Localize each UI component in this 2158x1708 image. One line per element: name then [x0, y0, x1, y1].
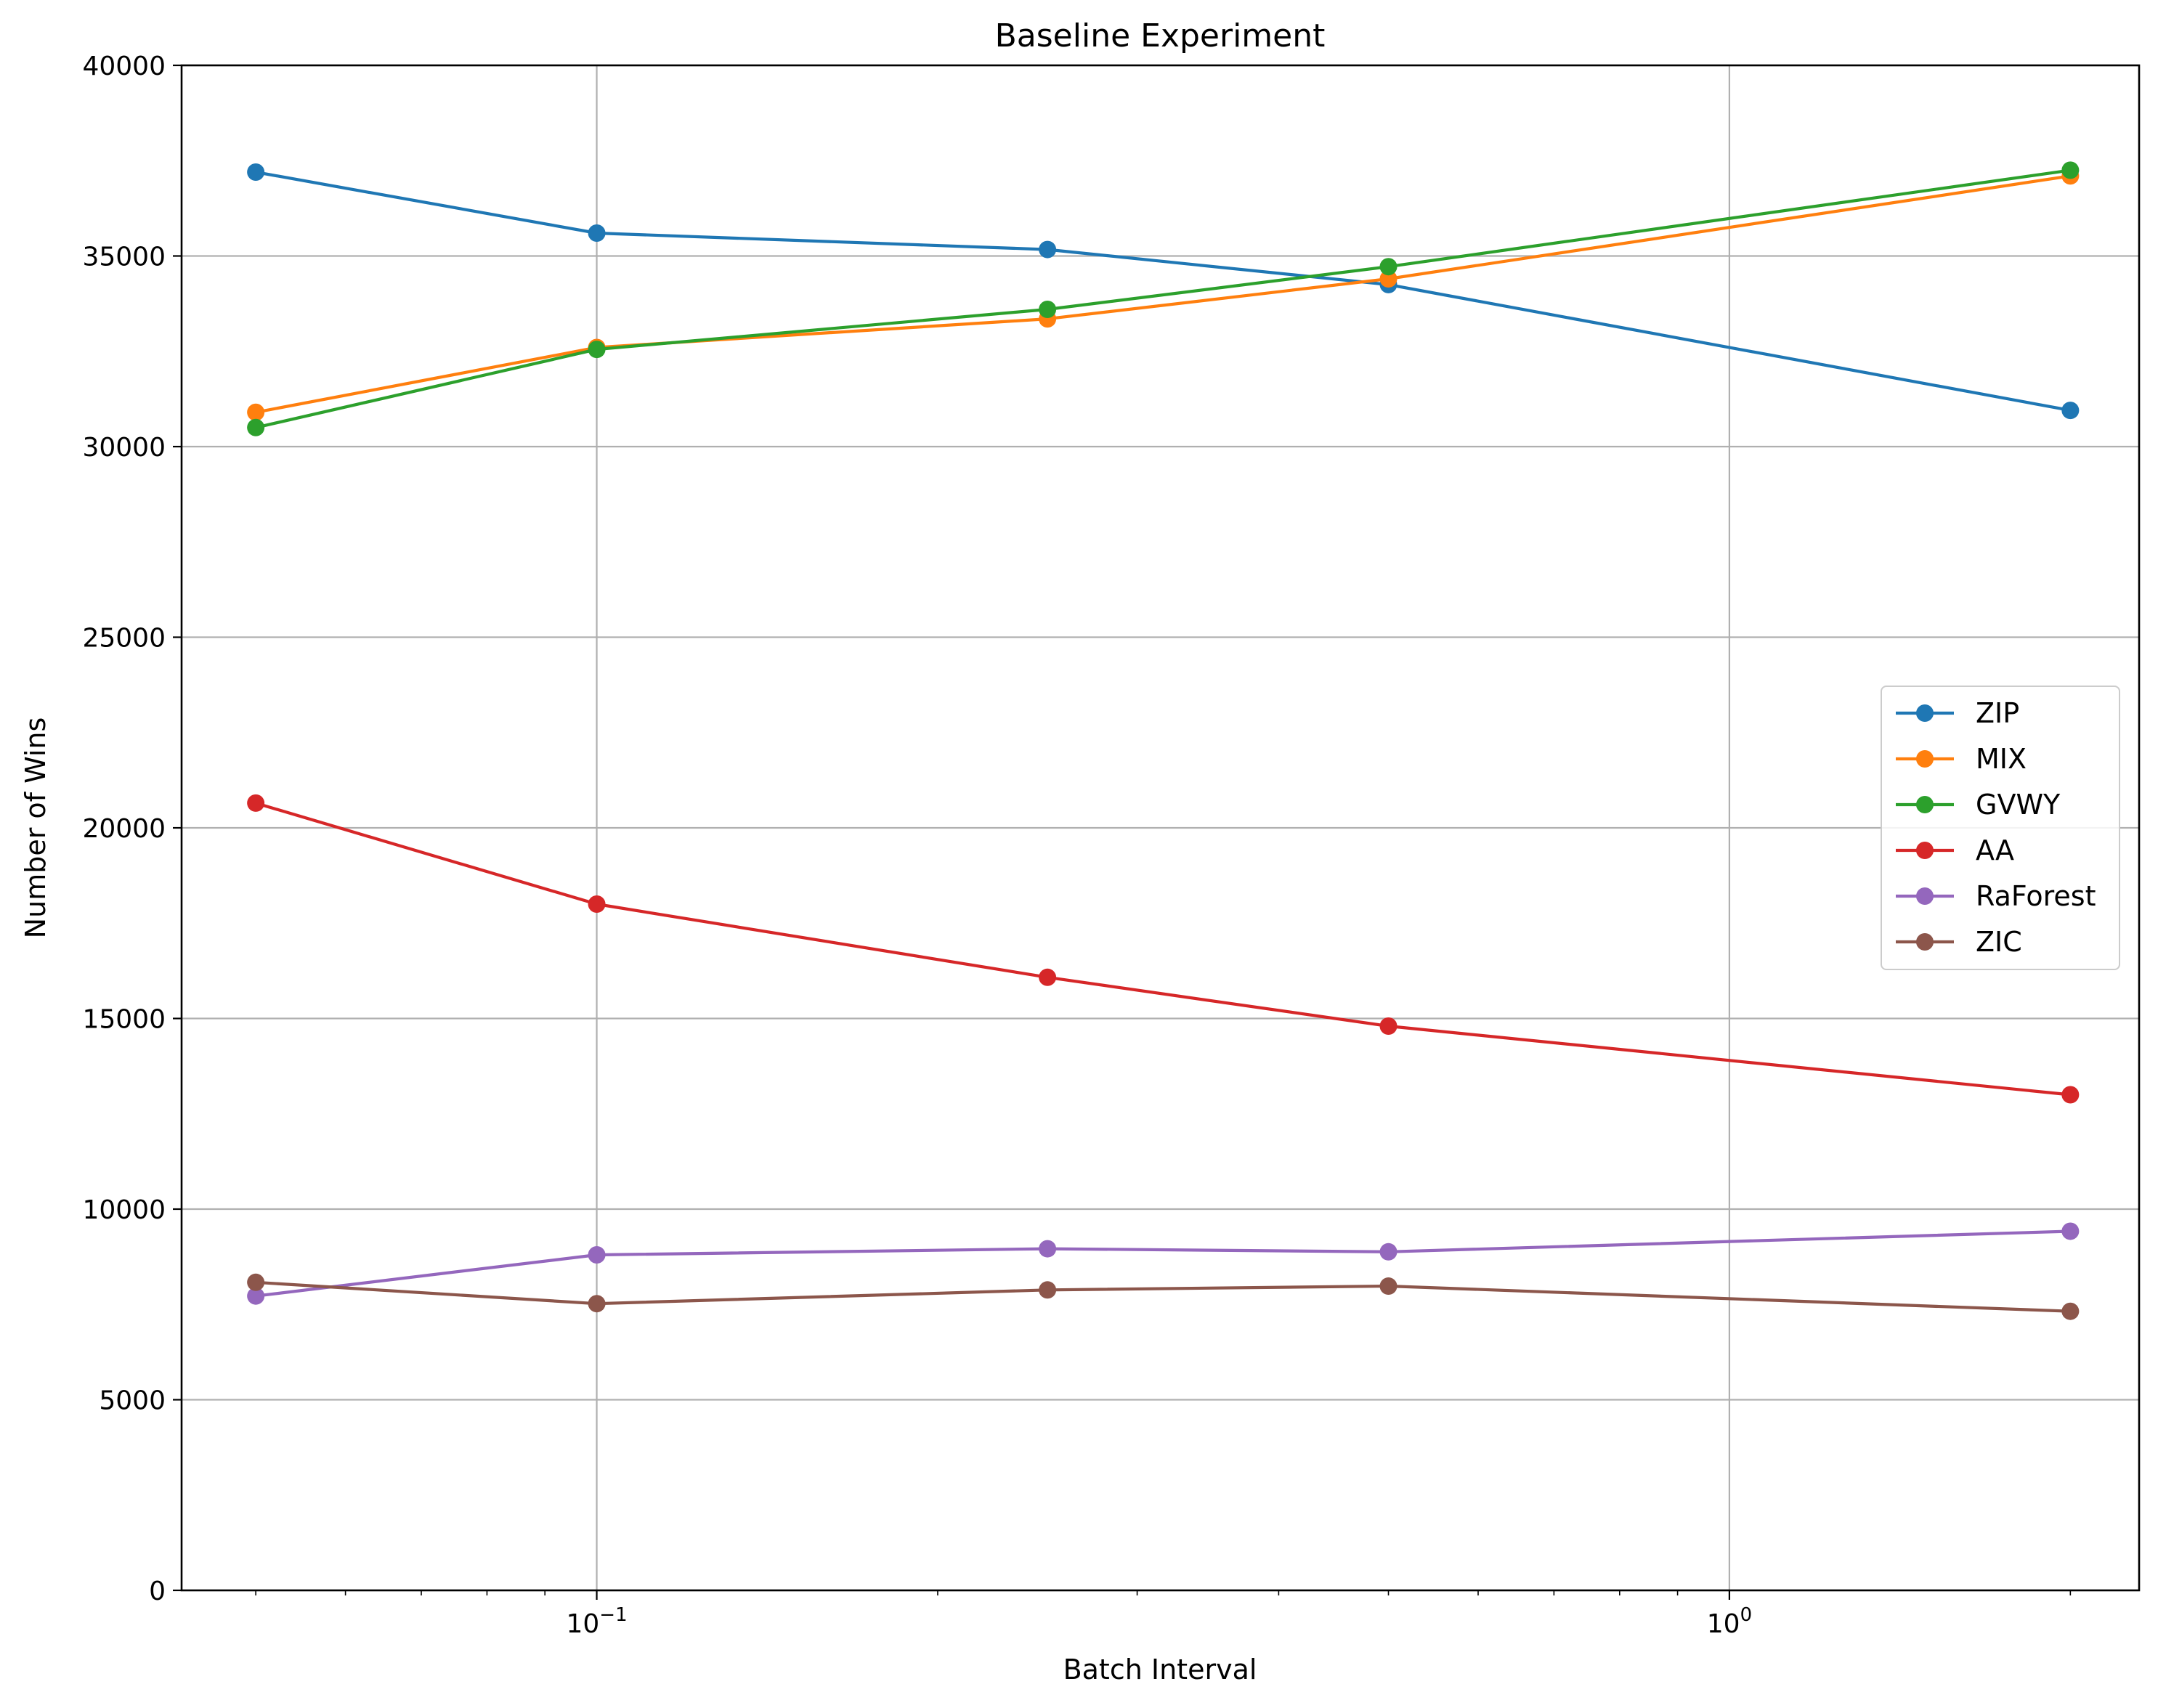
- legend-swatch-marker: [1916, 704, 1934, 722]
- legend-label: ZIP: [1976, 697, 2019, 729]
- data-point: [2061, 1222, 2080, 1240]
- data-point: [588, 1246, 606, 1264]
- data-point: [2061, 1086, 2080, 1104]
- data-point: [1379, 1243, 1398, 1261]
- data-point: [2061, 1302, 2080, 1320]
- legend-label: ZIC: [1976, 926, 2022, 958]
- data-point: [247, 163, 265, 181]
- data-point: [1379, 258, 1398, 276]
- series-line: [255, 1280, 2071, 1313]
- legend-entry-zic: ZIC: [1896, 926, 2022, 958]
- y-tick-label: 40000: [82, 52, 166, 81]
- legend-swatch-marker: [1916, 933, 1934, 951]
- legend: ZIP MIX GVWY AA RaForest ZIC: [1881, 686, 2120, 970]
- data-point: [1039, 240, 1057, 259]
- data-point: [1039, 301, 1057, 318]
- legend-entry-aa: AA: [1896, 834, 2014, 866]
- y-tick-label: 5000: [99, 1386, 166, 1416]
- data-point: [247, 1287, 265, 1305]
- series-aa: [247, 794, 2080, 1104]
- data-point: [247, 1273, 265, 1291]
- y-tick-label: 20000: [82, 814, 166, 844]
- legend-swatch-marker: [1916, 887, 1934, 905]
- legend-box: [1881, 686, 2120, 970]
- x-tick-label: 100: [1707, 1604, 1752, 1639]
- legend-entry-raforest: RaForest: [1896, 880, 2096, 912]
- legend-swatch-marker: [1916, 842, 1934, 859]
- data-point: [588, 224, 606, 242]
- series-zip: [247, 163, 2080, 420]
- x-axis-label: Batch Interval: [1063, 1654, 1257, 1685]
- data-point: [2061, 402, 2080, 420]
- data-point: [588, 1295, 606, 1313]
- legend-label: GVWY: [1976, 789, 2061, 821]
- y-axis-label: Number of Wins: [20, 717, 52, 939]
- legend-label: RaForest: [1976, 880, 2096, 912]
- data-point: [1039, 1281, 1057, 1299]
- legend-entry-gvwy: GVWY: [1896, 789, 2061, 821]
- y-tick-label: 30000: [82, 433, 166, 463]
- data-point: [2061, 161, 2080, 179]
- y-tick-label: 25000: [82, 624, 166, 654]
- y-tick-label: 15000: [82, 1005, 166, 1035]
- legend-label: MIX: [1976, 743, 2027, 775]
- data-point: [247, 403, 265, 421]
- series-line: [255, 168, 2071, 429]
- y-tick-label: 0: [149, 1577, 166, 1606]
- y-tick-label: 35000: [82, 243, 166, 272]
- legend-label: AA: [1976, 834, 2014, 866]
- series-line: [255, 1229, 2071, 1298]
- data-point: [1379, 1277, 1398, 1296]
- series-gvwy: [247, 161, 2080, 436]
- axis-ticks: 0 5000 10000 15000 20000 25000 30000 35000 40000…: [82, 52, 2072, 1639]
- series-line: [255, 801, 2071, 1097]
- chart-title: Baseline Experiment: [995, 17, 1326, 54]
- data-point: [247, 418, 265, 436]
- series-zic: [247, 1273, 2080, 1320]
- data-point: [1379, 1017, 1398, 1035]
- data-point: [1039, 1240, 1057, 1258]
- data-point: [1039, 968, 1057, 986]
- x-tick-label: 10−1: [566, 1604, 627, 1639]
- data-point: [1379, 270, 1398, 288]
- series-layer: [247, 161, 2080, 1320]
- series-raforest: [247, 1222, 2080, 1305]
- legend-entry-mix: MIX: [1896, 743, 2027, 775]
- data-point: [588, 341, 606, 359]
- legend-swatch-marker: [1916, 750, 1934, 768]
- y-tick-label: 10000: [82, 1195, 166, 1225]
- legend-swatch-marker: [1916, 796, 1934, 813]
- data-point: [588, 895, 606, 913]
- legend-entry-zip: ZIP: [1896, 697, 2019, 729]
- data-point: [247, 794, 265, 812]
